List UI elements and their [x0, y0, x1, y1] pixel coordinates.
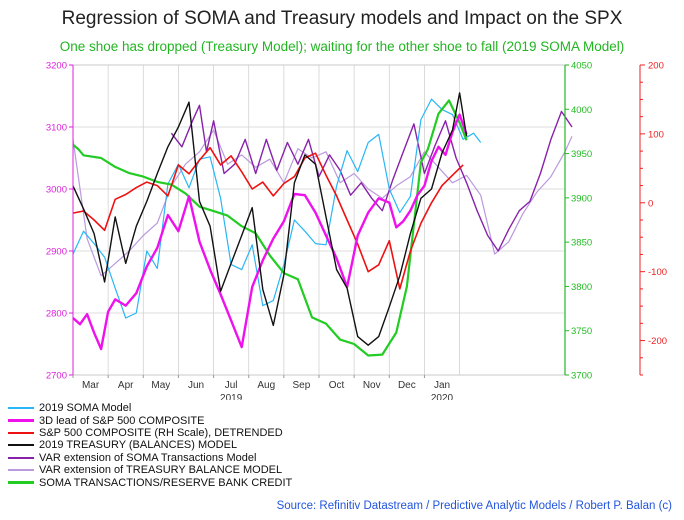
chart-title: Regression of SOMA and Treasury models a… — [61, 8, 623, 29]
series-layer — [72, 92, 573, 357]
chart-canvas: 2700 2800 2900 3000 3100 3200 3700 3750 3800 385… — [46, 61, 667, 401]
legend-item: 3D lead of S&P 500 COMPOSITE — [8, 414, 292, 427]
mid-tick-label: 3900 — [571, 193, 592, 204]
series-line-4 — [170, 104, 573, 252]
chart-subtitle: One shoe has dropped (Treasury Model); w… — [59, 39, 625, 54]
mid-tick-label: 3800 — [571, 282, 592, 293]
legend-item: SOMA TRANSACTIONS/RESERVE BANK CREDIT — [8, 476, 293, 489]
legend-item: 2019 TREASURY (BALANCES) MODEL — [8, 439, 292, 451]
right-tick-label: 100 — [648, 129, 664, 140]
x-tick-label: Aug — [257, 380, 275, 391]
x-tick-label: Jan — [434, 380, 450, 391]
legend-label: S&P 500 COMPOSITE (RH Scale), DETRENDED — [39, 426, 283, 439]
legend-swatch — [8, 407, 34, 410]
x-tick-label: Oct — [329, 380, 345, 391]
left-tick-label: 3000 — [46, 185, 67, 196]
legend-item: VAR extension of TREASURY BALANCE MODEL — [8, 464, 292, 476]
legend-swatch — [8, 481, 34, 485]
series-line-5 — [72, 129, 573, 277]
legend-swatch — [8, 456, 34, 459]
right-tick-label: 200 — [648, 61, 664, 72]
x-tick-label: Dec — [398, 380, 416, 391]
left-tick-label: 3100 — [46, 123, 67, 134]
x-sublabel: 2019 — [220, 393, 243, 400]
legend-label: 2019 SOMA Model — [39, 402, 132, 415]
legend-swatch — [8, 444, 34, 447]
mid-tick-label: 3700 — [571, 371, 592, 382]
legend-label: SOMA TRANSACTIONS/RESERVE BANK CREDIT — [39, 476, 293, 489]
left-tick-label: 2700 — [46, 371, 67, 382]
series-line-3 — [72, 92, 468, 346]
right-tick-label: -100 — [648, 267, 667, 278]
legend-swatch — [8, 419, 34, 423]
left-tick-label: 2900 — [46, 247, 67, 258]
legend-label: VAR extension of TREASURY BALANCE MODEL — [39, 464, 283, 477]
left-tick-label: 3200 — [46, 61, 67, 72]
legend-item: VAR extension of SOMA Transactions Model — [8, 452, 292, 464]
mid-tick-label: 4000 — [571, 105, 592, 116]
legend-swatch — [8, 469, 34, 472]
left-axis: 2700 2800 2900 3000 3100 3200 — [46, 61, 74, 382]
mid-axis: 3700 3750 3800 3850 3900 3950 4000 4050 — [564, 61, 592, 382]
x-tick-label: Apr — [118, 380, 134, 391]
right-tick-label: -200 — [648, 336, 667, 347]
mid-tick-label: 4050 — [571, 61, 592, 72]
legend-label: 2019 TREASURY (BALANCES) MODEL — [39, 439, 238, 452]
mid-tick-label: 3950 — [571, 149, 592, 160]
legend-item: 2019 SOMA Model — [8, 402, 292, 414]
mid-tick-label: 3750 — [571, 326, 592, 337]
x-tick-label: Sep — [293, 380, 311, 391]
legend: 2019 SOMA Model 3D lead of S&P 500 COMPOS… — [8, 402, 292, 489]
series-line-0 — [72, 98, 482, 319]
legend-label: 3D lead of S&P 500 COMPOSITE — [39, 414, 205, 427]
right-axis: -200 -100 0 100 200 — [639, 61, 667, 376]
x-tick-label: Jul — [225, 380, 238, 391]
x-tick-label: Nov — [363, 380, 381, 391]
legend-swatch — [8, 431, 34, 434]
x-tick-label: Mar — [82, 380, 100, 391]
left-tick-label: 2800 — [46, 309, 67, 320]
x-axis: Mar Apr May Jun Jul Aug Sep Oct Nov Dec Jan 2019 202… — [72, 375, 454, 400]
series-line-1 — [72, 113, 468, 351]
mid-tick-label: 3850 — [571, 238, 592, 249]
source-note: Source: Refinitiv Datastream / Predictiv… — [276, 500, 672, 512]
right-tick-label: 0 — [648, 198, 653, 209]
x-tick-label: Jun — [188, 380, 204, 391]
x-tick-label: May — [151, 380, 170, 391]
legend-item: S&P 500 COMPOSITE (RH Scale), DETRENDED — [8, 427, 292, 439]
x-sublabel: 2020 — [431, 393, 454, 400]
legend-label: VAR extension of SOMA Transactions Model — [39, 451, 257, 464]
